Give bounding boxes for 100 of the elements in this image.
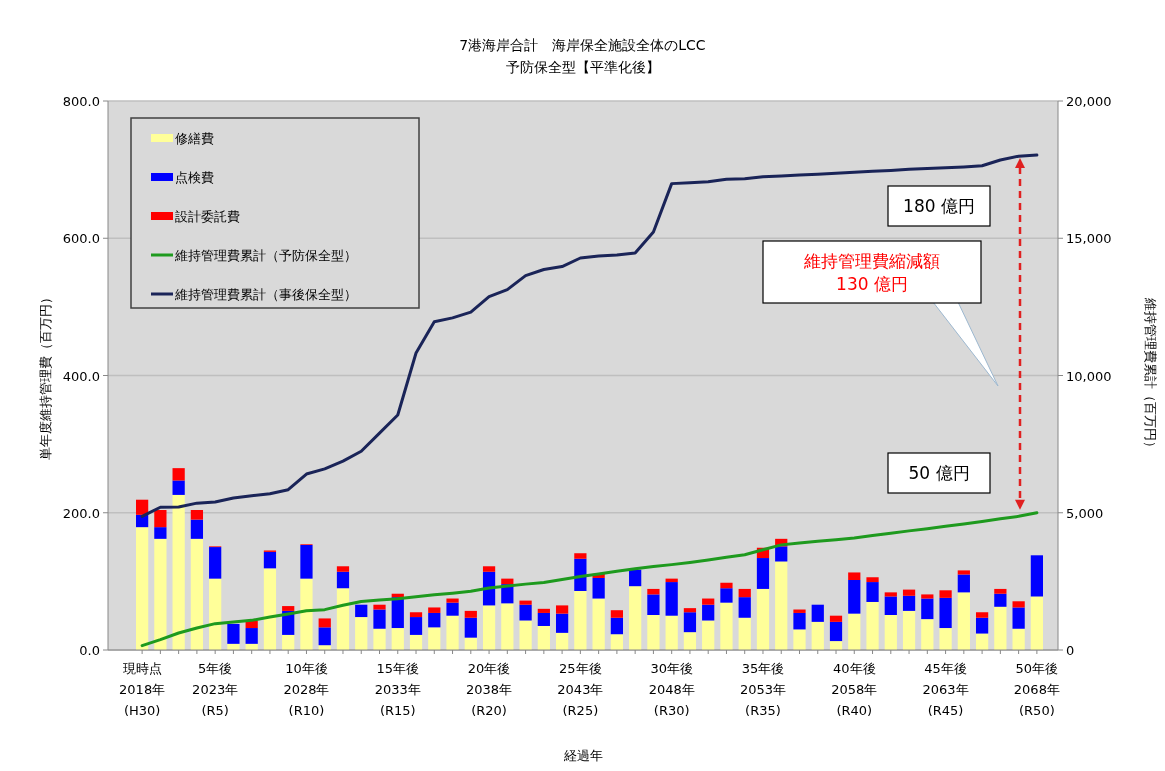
bar <box>939 628 952 650</box>
bar <box>610 634 624 650</box>
bar <box>1012 628 1025 650</box>
bar <box>957 592 970 650</box>
bar <box>336 566 350 572</box>
bar <box>921 598 934 620</box>
bar <box>1030 555 1043 597</box>
x-tick-label: 40年後 2058年 (R40) <box>831 661 878 718</box>
bar <box>318 618 331 628</box>
bar <box>957 574 970 593</box>
bar <box>446 615 459 650</box>
bar <box>683 632 697 650</box>
bar <box>647 615 660 650</box>
bar <box>921 619 934 650</box>
bar <box>154 510 167 528</box>
bar <box>282 606 295 611</box>
y2-tick-label: 10,000 <box>1066 368 1112 384</box>
bar <box>1012 601 1025 608</box>
bar <box>482 566 496 572</box>
bar <box>829 615 843 622</box>
y2-tick-label: 15,000 <box>1066 231 1112 247</box>
bar <box>665 582 678 616</box>
chart-subtitle: 予防保全型【平準化後】 <box>505 59 660 75</box>
bar <box>172 468 185 481</box>
bar <box>629 586 642 650</box>
bar <box>519 620 532 650</box>
chart-title: 7港海岸合計 海岸保全施設全体のLCC <box>459 37 706 53</box>
bar <box>555 632 569 650</box>
annotation: 180 億円 <box>903 196 975 216</box>
bar <box>537 625 550 650</box>
y-tick-label: 0.0 <box>79 643 100 658</box>
bar <box>428 612 441 628</box>
bar <box>902 595 916 611</box>
bar <box>373 609 386 629</box>
bar <box>209 578 222 650</box>
legend-label: 維持管理費累計（事後保全型） <box>174 287 357 302</box>
annotation: 50 億円 <box>908 463 970 483</box>
legend-label: 維持管理費累計（予防保全型） <box>174 248 357 263</box>
bar <box>793 629 806 650</box>
bar <box>811 604 824 622</box>
bar <box>939 590 952 598</box>
bar <box>190 519 204 539</box>
bar <box>702 604 715 621</box>
bar <box>720 588 733 603</box>
bar <box>501 578 514 585</box>
bar <box>738 617 751 650</box>
bar <box>775 546 788 562</box>
x-tick-label: 30年後 2048年 (R30) <box>648 661 695 718</box>
bar <box>975 612 989 618</box>
bar <box>190 538 204 650</box>
y-tick-label: 600.0 <box>62 231 100 247</box>
bar <box>629 569 642 587</box>
bar <box>683 612 697 633</box>
bar <box>829 621 843 642</box>
bar <box>902 589 916 596</box>
bar <box>884 615 897 650</box>
bar <box>592 577 605 599</box>
bar <box>848 572 861 580</box>
bar <box>665 615 678 650</box>
bar <box>702 598 715 605</box>
bar <box>409 612 423 618</box>
y2-axis-title: 維持管理費累計（百万円） <box>1143 296 1158 454</box>
bar <box>537 612 550 626</box>
bar <box>610 617 624 635</box>
bar <box>866 577 879 583</box>
bar <box>994 593 1007 607</box>
y2-tick-label: 0 <box>1066 643 1075 658</box>
bar <box>172 480 185 495</box>
bar <box>446 598 459 603</box>
line-series <box>140 153 1039 518</box>
bar <box>336 571 350 589</box>
x-tick-label: 50年後 2068年 (R50) <box>1013 661 1060 718</box>
bar <box>355 604 368 618</box>
y-axis-title: 単年度維持管理費（百万円） <box>38 291 53 460</box>
bar <box>373 628 386 650</box>
bar <box>501 603 514 650</box>
x-tick-label: 5年後 2023年 (R5) <box>192 661 239 718</box>
bar <box>391 628 404 650</box>
bar <box>720 582 733 589</box>
x-tick-label: 10年後 2028年 (R10) <box>283 661 330 718</box>
bar <box>756 588 770 650</box>
bar <box>811 621 824 650</box>
bar <box>592 598 605 650</box>
bar <box>227 623 240 644</box>
bar <box>702 620 715 650</box>
bar <box>902 610 916 650</box>
bar <box>793 612 806 630</box>
bar <box>537 608 550 613</box>
legend-label: 設計委託費 <box>175 209 240 224</box>
x-tick-label: 現時点 2018年 (H30) <box>119 661 166 718</box>
bar <box>939 597 952 629</box>
bar <box>282 634 295 650</box>
bar <box>464 610 477 618</box>
bar <box>793 609 806 613</box>
bar <box>263 568 277 650</box>
bar <box>775 561 788 650</box>
bar <box>409 634 423 650</box>
bar <box>300 578 313 650</box>
bar <box>574 553 587 559</box>
bar <box>190 510 204 520</box>
